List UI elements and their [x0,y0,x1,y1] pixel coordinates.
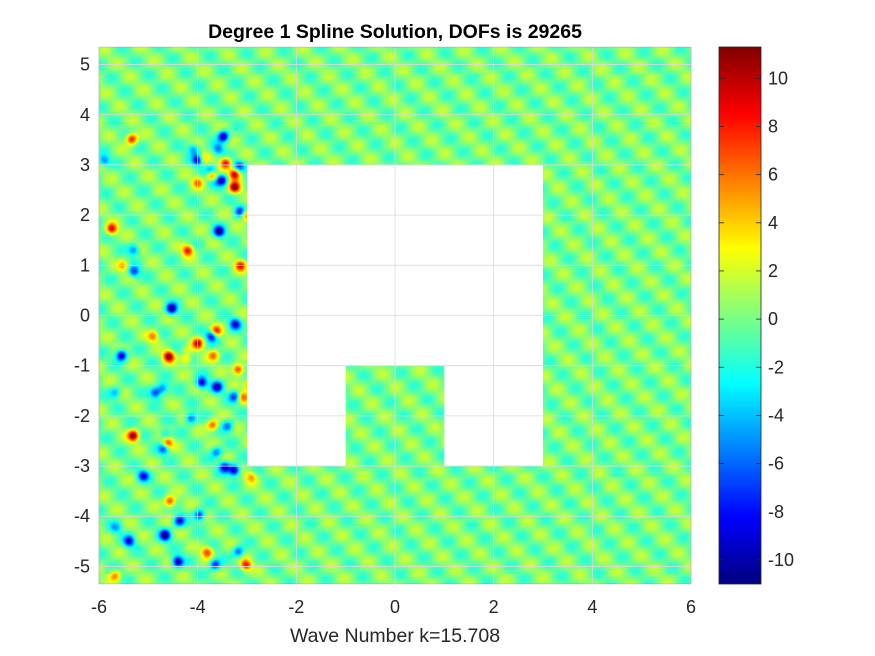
y-tick-label: -3 [74,456,90,476]
colorbar-ticks: 10 8 6 4 2 0 -2 -4 -6 -8 -10 [719,68,794,570]
x-tick-label: -4 [190,597,206,617]
colorbar-tick-label: 2 [768,261,778,281]
x-tick-label: 2 [489,597,499,617]
y-tick-label: 0 [80,306,90,326]
colorbar-tick-label: 6 [768,165,778,185]
colorbar-tick-label: -2 [768,357,784,377]
colorbar-tick-label: -10 [768,550,794,570]
y-tick-label: -2 [74,406,90,426]
x-axis-label: Wave Number k=15.708 [290,625,500,647]
x-tick-label: -2 [288,597,304,617]
y-tick-label: -4 [74,506,90,526]
colorbar-tick-label: -8 [768,502,784,522]
y-tick-label: 5 [80,55,90,75]
colorbar-tick-label: 10 [768,68,788,88]
y-tick-label: 3 [80,155,90,175]
colorbar-tick-label: -6 [768,454,784,474]
x-axis-ticks: -6 -4 -2 0 2 4 6 [91,597,696,617]
colorbar-tick-label: 4 [768,213,778,233]
x-tick-label: 6 [686,597,696,617]
colorbar-tick-label: 8 [768,116,778,136]
gridlines [98,47,692,584]
x-tick-label: -6 [91,597,107,617]
y-axis-ticks: 5 4 3 2 1 0 -1 -2 -3 -4 -5 [74,55,90,577]
y-tick-label: -1 [74,356,90,376]
colorbar [718,46,762,585]
plot-frame [98,46,692,585]
colorbar-tick-label: 0 [768,309,778,329]
y-tick-label: -5 [74,556,90,576]
x-tick-label: 4 [587,597,597,617]
chart-title: Degree 1 Spline Solution, DOFs is 29265 [208,21,582,43]
y-tick-label: 2 [80,205,90,225]
y-tick-label: 1 [80,255,90,275]
colorbar-tick-label: -4 [768,405,784,425]
y-tick-label: 4 [80,105,90,125]
x-tick-label: 0 [390,597,400,617]
